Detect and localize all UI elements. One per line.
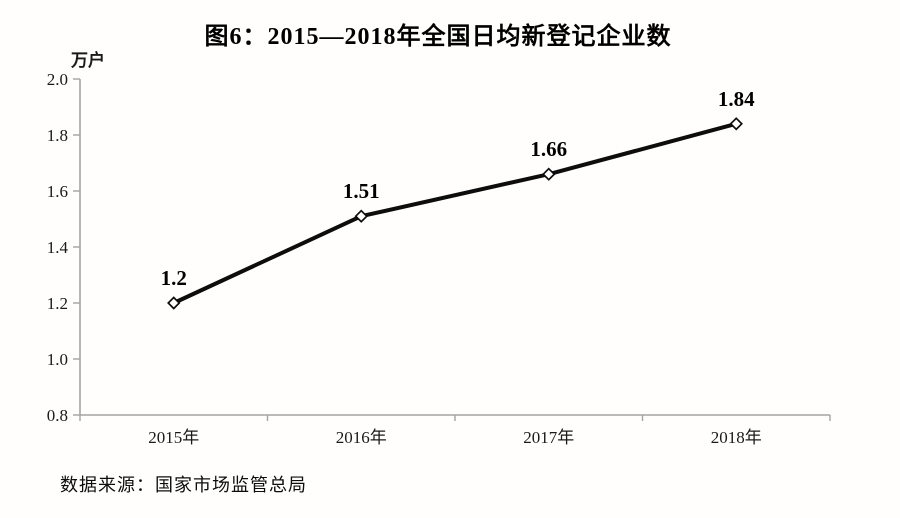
x-tick-label: 2017年 xyxy=(523,428,574,447)
y-tick-label: 1.4 xyxy=(47,238,69,257)
x-tick-label: 2018年 xyxy=(711,428,762,447)
x-tick-label: 2016年 xyxy=(336,428,387,447)
data-point-marker xyxy=(542,167,556,181)
data-point-label: 1.84 xyxy=(718,87,755,111)
y-tick-label: 2.0 xyxy=(47,70,68,89)
y-tick-label: 0.8 xyxy=(47,406,68,425)
data-point-marker xyxy=(729,117,743,131)
y-tick-label: 1.2 xyxy=(47,294,68,313)
data-line xyxy=(171,121,739,305)
data-point-label: 1.66 xyxy=(530,137,567,161)
data-point-marker xyxy=(354,209,368,223)
data-point-marker xyxy=(167,296,181,310)
x-tick-label: 2015年 xyxy=(148,428,199,447)
y-tick-label: 1.6 xyxy=(47,182,68,201)
y-axis-unit-label: 万户 xyxy=(71,51,105,71)
data-point-label: 1.51 xyxy=(343,179,380,203)
data-point-label: 1.2 xyxy=(161,266,187,290)
chart-title: 图6：2015—2018年全国日均新登记企业数 xyxy=(204,24,672,50)
y-tick-label: 1.8 xyxy=(47,126,68,145)
source-note: 数据来源：国家市场监管总局 xyxy=(60,475,307,496)
y-tick-label: 1.0 xyxy=(47,350,68,369)
